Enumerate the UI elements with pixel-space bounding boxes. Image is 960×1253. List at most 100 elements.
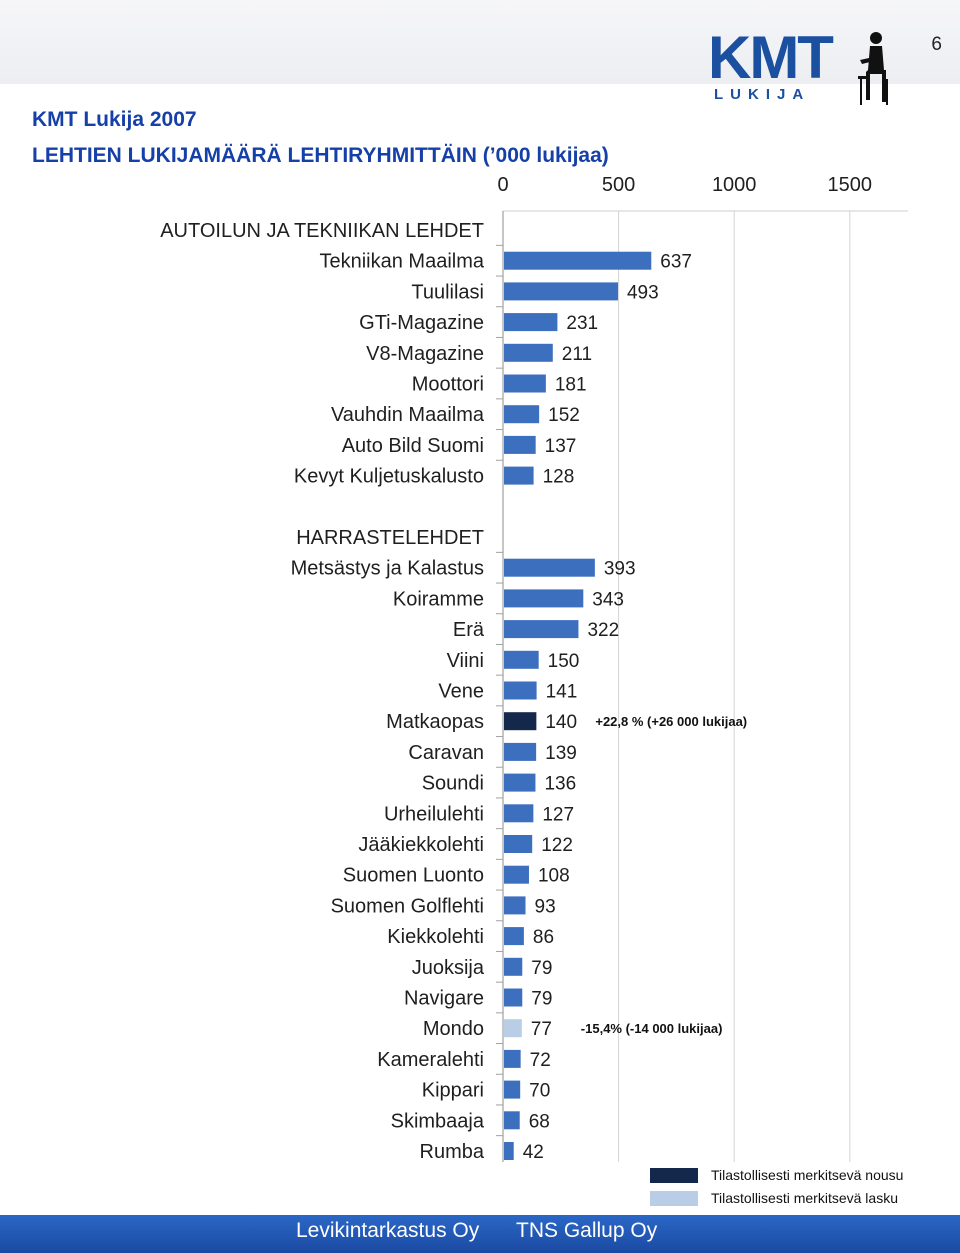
category-label: Matkaopas <box>386 711 484 733</box>
data-label: 140 <box>545 712 577 733</box>
data-label: 108 <box>538 866 570 887</box>
bar <box>504 712 537 731</box>
bar <box>504 558 595 577</box>
footer-levikintarkastus: Levikintarkastus Oy <box>296 1219 480 1242</box>
footer-tns-gallup: TNS Gallup Oy <box>516 1219 658 1242</box>
legend-swatch-increase <box>650 1168 698 1183</box>
data-label: 152 <box>548 405 580 426</box>
category-label: V8-Magazine <box>366 343 484 365</box>
bar <box>504 804 534 823</box>
category-label: Koiramme <box>393 588 484 610</box>
category-label: Erä <box>453 619 485 641</box>
bar <box>504 742 537 761</box>
category-label: Soundi <box>422 773 484 795</box>
data-label: 127 <box>542 804 574 825</box>
category-label: Skimbaaja <box>391 1110 485 1132</box>
category-label: Kameralehti <box>377 1049 484 1071</box>
legend-label-increase: Tilastollisesti merkitsevä nousu <box>711 1167 904 1183</box>
bar <box>504 835 533 853</box>
data-label: 86 <box>533 927 554 948</box>
data-label: 77 <box>531 1019 552 1040</box>
legend-swatch-decrease <box>650 1191 698 1206</box>
category-label: Juoksija <box>412 957 485 979</box>
category-label: GTi-Magazine <box>359 312 484 334</box>
category-label: Urheilulehti <box>384 803 484 825</box>
bar <box>504 251 652 270</box>
category-label: Viini <box>447 650 484 672</box>
category-label: Caravan <box>408 742 484 764</box>
bar <box>504 1142 514 1160</box>
category-label: Tekniikan Maailma <box>319 251 484 273</box>
category-label: Kevyt Kuljetuskalusto <box>294 466 484 488</box>
bar <box>504 896 526 915</box>
data-label: 137 <box>545 436 577 457</box>
data-label: 128 <box>543 467 575 488</box>
bar <box>504 620 579 639</box>
report-title: KMT Lukija 2007 <box>32 108 197 131</box>
data-label: 393 <box>604 559 636 580</box>
bar <box>504 343 553 362</box>
category-label: Vauhdin Maailma <box>331 404 485 426</box>
chart-subtitle: LEHTIEN LUKIJAMÄÄRÄ LEHTIRYHMITTÄIN (’00… <box>32 144 609 167</box>
bar <box>504 374 546 393</box>
group-header: AUTOILUN JA TEKNIIKAN LEHDET <box>160 220 484 242</box>
category-label: Mondo <box>423 1018 484 1040</box>
x-tick-label: 0 <box>497 174 508 196</box>
bar <box>504 282 618 301</box>
data-label: 79 <box>531 958 552 979</box>
bar <box>504 1049 521 1068</box>
data-label: 79 <box>531 989 552 1010</box>
data-label: 637 <box>660 252 692 273</box>
bar <box>504 1111 520 1130</box>
x-tick-label: 1500 <box>828 174 873 196</box>
category-label: Auto Bild Suomi <box>342 435 484 457</box>
legend-label-decrease: Tilastollisesti merkitsevä lasku <box>711 1190 898 1206</box>
bar <box>504 466 534 485</box>
data-label: 150 <box>548 651 580 672</box>
change-annotation: +22,8 % (+26 000 lukijaa) <box>595 714 747 729</box>
category-label: Rumba <box>420 1141 485 1163</box>
data-label: 181 <box>555 375 587 396</box>
category-label: Vene <box>438 681 484 703</box>
footer-band <box>0 1215 960 1253</box>
bar <box>504 681 537 700</box>
category-label: Jääkiekkolehti <box>358 834 484 856</box>
data-label: 136 <box>544 774 576 795</box>
category-label: Navigare <box>404 988 484 1010</box>
bar <box>504 865 529 884</box>
data-label: 141 <box>546 682 578 703</box>
bar <box>504 988 523 1007</box>
category-label: Kippari <box>422 1080 484 1102</box>
bar <box>504 773 536 792</box>
bar <box>504 313 558 332</box>
category-label: Metsästys ja Kalastus <box>291 558 484 580</box>
category-label: Suomen Golflehti <box>331 895 484 917</box>
logo-text: KMT <box>708 24 834 91</box>
data-label: 139 <box>545 743 577 764</box>
logo-subtext: LUKIJA <box>714 86 811 103</box>
data-label: 231 <box>566 313 598 334</box>
data-label: 211 <box>562 344 592 365</box>
bar <box>504 650 539 669</box>
x-tick-label: 1000 <box>712 174 757 196</box>
readership-bar-chart: 0 500 1000 1500 AUTOILUN JA TEKNIIKAN LEHDET… <box>160 174 908 1163</box>
x-tick-label: 500 <box>602 174 635 196</box>
group-header: HARRASTELEHDET <box>296 527 484 549</box>
data-label: 70 <box>529 1081 550 1102</box>
data-label: 322 <box>587 620 619 641</box>
data-label: 72 <box>530 1050 551 1071</box>
bar <box>504 927 524 946</box>
bar <box>504 435 536 454</box>
bar <box>504 1080 521 1099</box>
data-label: 68 <box>529 1111 550 1132</box>
data-label: 493 <box>627 282 659 303</box>
category-label: Kiekkolehti <box>387 926 484 948</box>
page-number: 6 <box>931 34 942 55</box>
category-label: Tuulilasi <box>411 281 484 303</box>
data-label: 42 <box>523 1142 544 1163</box>
category-label: Suomen Luonto <box>343 865 484 887</box>
category-label: Moottori <box>412 374 484 396</box>
bar <box>504 589 584 608</box>
change-annotation: -15,4% (-14 000 lukijaa) <box>581 1021 723 1036</box>
data-label: 93 <box>535 896 556 917</box>
